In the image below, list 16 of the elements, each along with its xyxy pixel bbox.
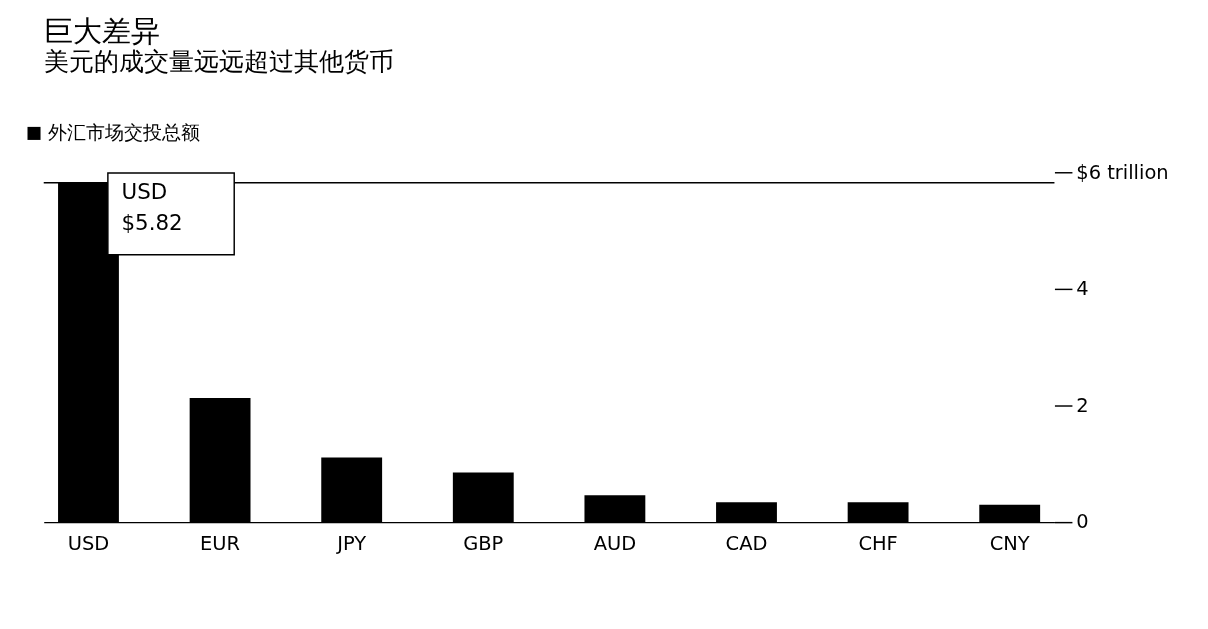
x-tick-label: JPY [336,531,367,555]
legend-label: 外汇市场交投总额 [47,121,200,145]
y-tick-label: 4 [1076,277,1089,301]
x-tick-label: GBP [463,531,504,555]
y-tick-label: $6 trillion [1076,160,1169,184]
x-tick-label: CHF [858,531,898,555]
x-tick-label: EUR [200,531,241,555]
annotation: USD $5.82 [121,179,183,236]
y-tick-label: 0 [1076,510,1089,534]
chart-title: 巨大差异 [43,14,160,49]
x-tick-label: CAD [725,531,768,555]
chart-subtitle: 美元的成交量远远超过其他货币 [43,47,394,77]
x-tick-label: USD [67,531,110,555]
x-tick-label: AUD [593,531,637,555]
x-tick-label: CNY [989,531,1030,555]
y-tick-label: 2 [1076,393,1089,417]
